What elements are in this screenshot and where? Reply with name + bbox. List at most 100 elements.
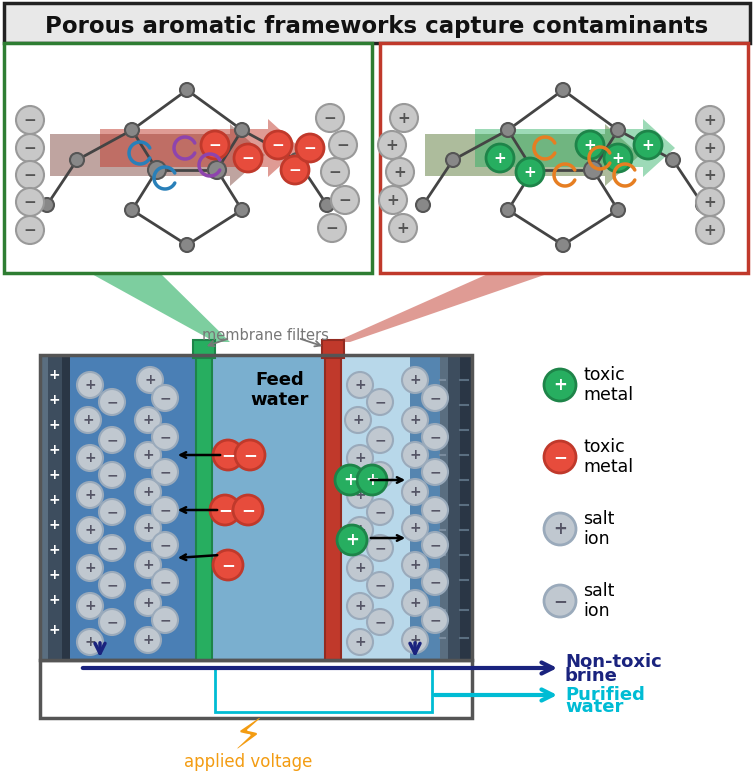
Circle shape	[213, 440, 243, 470]
Text: +: +	[48, 493, 60, 507]
Circle shape	[281, 156, 309, 184]
Circle shape	[696, 198, 710, 212]
Circle shape	[367, 427, 393, 453]
Circle shape	[556, 83, 570, 97]
Text: +: +	[84, 523, 96, 537]
Circle shape	[696, 134, 724, 162]
Circle shape	[318, 214, 346, 242]
Text: +: +	[48, 543, 60, 557]
Circle shape	[634, 131, 662, 159]
Text: −: −	[159, 575, 171, 589]
Circle shape	[378, 131, 406, 159]
Circle shape	[379, 186, 407, 214]
Text: −: −	[374, 541, 386, 555]
Circle shape	[135, 479, 161, 505]
Text: +: +	[387, 193, 400, 208]
Circle shape	[367, 572, 393, 598]
Circle shape	[235, 203, 249, 217]
Text: +: +	[409, 558, 421, 572]
FancyBboxPatch shape	[195, 355, 325, 660]
Circle shape	[347, 593, 373, 619]
Circle shape	[576, 131, 604, 159]
Text: +: +	[82, 413, 93, 427]
Circle shape	[135, 590, 161, 616]
Text: +: +	[84, 488, 96, 502]
Circle shape	[329, 131, 357, 159]
Circle shape	[135, 552, 161, 578]
Circle shape	[180, 238, 194, 252]
Text: −: −	[429, 538, 441, 552]
Text: −: −	[374, 433, 386, 447]
Text: +: +	[354, 378, 366, 392]
Circle shape	[77, 517, 103, 543]
Text: +: +	[553, 520, 567, 538]
Circle shape	[77, 629, 103, 655]
Text: ⚡: ⚡	[234, 715, 262, 757]
FancyBboxPatch shape	[410, 355, 470, 660]
Text: toxic
metal: toxic metal	[583, 365, 633, 405]
Circle shape	[77, 482, 103, 508]
Text: Non-toxic: Non-toxic	[565, 653, 662, 671]
Text: −: −	[429, 575, 441, 589]
Circle shape	[402, 407, 428, 433]
Circle shape	[208, 161, 226, 179]
Circle shape	[152, 497, 178, 523]
Text: +: +	[642, 137, 654, 153]
Circle shape	[331, 186, 359, 214]
Circle shape	[316, 104, 344, 132]
Text: +: +	[143, 596, 154, 610]
Text: +: +	[48, 623, 60, 637]
Circle shape	[337, 525, 367, 555]
Circle shape	[696, 188, 724, 216]
Text: +: +	[352, 413, 364, 427]
Circle shape	[99, 427, 125, 453]
Circle shape	[16, 188, 44, 216]
Circle shape	[296, 134, 324, 162]
Text: −: −	[374, 468, 386, 482]
Text: −: −	[429, 430, 441, 444]
Circle shape	[604, 144, 632, 172]
Text: +: +	[84, 635, 96, 649]
Text: +: +	[143, 448, 154, 462]
Circle shape	[16, 106, 44, 134]
Polygon shape	[425, 124, 640, 186]
Text: +: +	[84, 599, 96, 613]
Text: −: −	[326, 220, 339, 235]
Text: −: −	[243, 446, 257, 464]
Circle shape	[544, 585, 576, 617]
Text: +: +	[84, 561, 96, 575]
Text: +: +	[397, 220, 409, 235]
Text: −: −	[23, 112, 36, 128]
Circle shape	[422, 607, 448, 633]
Text: −: −	[106, 468, 118, 482]
Circle shape	[357, 465, 387, 495]
Circle shape	[335, 465, 365, 495]
Circle shape	[696, 216, 724, 244]
Circle shape	[345, 407, 371, 433]
Text: −: −	[339, 193, 351, 208]
Text: salt
ion: salt ion	[583, 510, 615, 548]
Circle shape	[402, 515, 428, 541]
Circle shape	[264, 131, 292, 159]
Circle shape	[422, 385, 448, 411]
Circle shape	[611, 203, 625, 217]
Circle shape	[422, 459, 448, 485]
Text: +: +	[354, 523, 366, 537]
Text: +: +	[48, 593, 60, 607]
FancyBboxPatch shape	[196, 355, 212, 660]
Circle shape	[77, 372, 103, 398]
Text: +: +	[409, 448, 421, 462]
Circle shape	[696, 161, 724, 189]
Text: +: +	[48, 418, 60, 432]
Text: +: +	[703, 140, 716, 155]
Circle shape	[77, 555, 103, 581]
Circle shape	[524, 161, 542, 179]
Text: +: +	[397, 111, 410, 125]
Text: salt
ion: salt ion	[583, 582, 615, 620]
Circle shape	[152, 532, 178, 558]
Circle shape	[422, 569, 448, 595]
Text: −: −	[106, 615, 118, 629]
Text: −: −	[429, 503, 441, 517]
Text: +: +	[494, 151, 507, 165]
Circle shape	[347, 629, 373, 655]
